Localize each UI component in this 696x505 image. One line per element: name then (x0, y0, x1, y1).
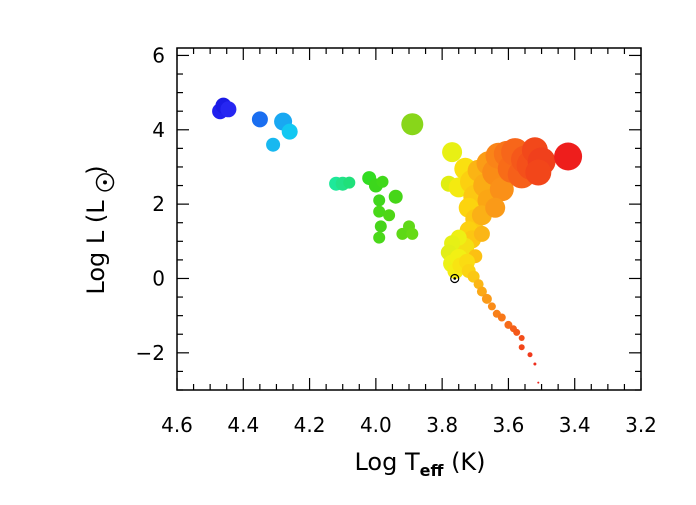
star-point (527, 352, 533, 358)
star-point (281, 123, 298, 140)
plot-frame (176, 47, 642, 391)
y-tick-label: −2 (136, 341, 165, 365)
star-point (487, 302, 496, 311)
star-point (537, 381, 540, 384)
x-tick-label: 4.2 (294, 413, 326, 437)
star-point (401, 113, 424, 136)
star-point (533, 362, 537, 366)
star-point (383, 209, 396, 222)
y-tick-label: 4 (152, 118, 165, 142)
star-point (373, 231, 386, 244)
y-tick-label: 2 (152, 192, 165, 216)
star-point (525, 159, 552, 186)
x-axis-label: Log Teff (K) (354, 448, 485, 480)
plot-border (176, 47, 642, 391)
x-tick-label: 4.4 (227, 413, 259, 437)
star-point (374, 220, 387, 233)
star-point (388, 189, 403, 204)
star-point (518, 335, 525, 341)
star-point (518, 344, 525, 351)
star-point (497, 313, 506, 322)
x-axis-label-sub: eff (420, 461, 445, 480)
star-point (476, 286, 487, 297)
y-axis-label-main: Log L (L (82, 200, 110, 295)
star-point (406, 227, 419, 240)
star-point (489, 177, 514, 202)
x-tick-label: 3.8 (426, 413, 458, 437)
svg-text:Log L (L ): Log L (L ) (82, 165, 116, 294)
star-point (376, 175, 389, 188)
y-axis-label-tail: ) (82, 165, 110, 174)
sun-symbol-icon-dot (103, 180, 107, 185)
star-point (485, 197, 506, 218)
star-point (266, 137, 281, 152)
star-point (373, 194, 386, 207)
star-point (373, 205, 386, 218)
star-point (473, 225, 490, 242)
star-point (513, 328, 521, 336)
sun-icon (450, 273, 460, 284)
sun-symbol-icon (95, 173, 115, 192)
sun-icon-dot (453, 277, 457, 280)
star-point (442, 142, 463, 163)
x-tick-label: 3.6 (493, 413, 525, 437)
x-tick-label: 4.0 (360, 413, 392, 437)
star-point (481, 293, 492, 304)
star-point (343, 176, 356, 189)
sun-marker (450, 273, 460, 284)
star-point (251, 111, 268, 128)
x-axis-label-main: Log T (354, 448, 419, 476)
x-tick-label: 3.4 (559, 413, 591, 437)
star-point (554, 142, 583, 171)
x-axis-label-tail: (K) (443, 448, 485, 476)
x-tick-label: 4.6 (161, 413, 193, 437)
data-points (212, 97, 583, 384)
y-axis-label: Log L (L ) (82, 165, 116, 295)
x-tick-labels: 4.6 4.4 4.2 4.0 3.8 3.6 3.4 3.2 (161, 413, 657, 437)
y-tick-labels: 6 4 2 0 −2 (136, 43, 165, 364)
y-tick-label: 6 (152, 43, 165, 67)
y-tick-label: 0 (152, 266, 165, 290)
x-tick-label: 3.2 (625, 413, 657, 437)
star-point (220, 101, 237, 118)
